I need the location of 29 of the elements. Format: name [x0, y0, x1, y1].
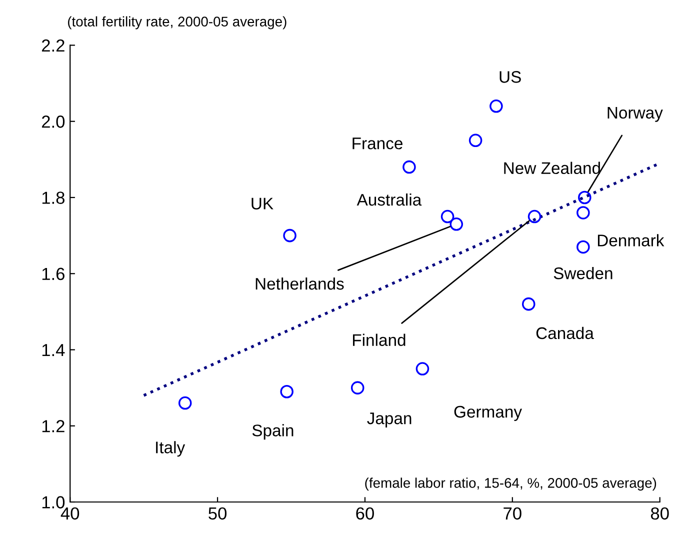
annotation: Norway — [608, 107, 663, 122]
y-tick-label: 1.2 — [42, 420, 64, 432]
y-tick-label: 2.0 — [42, 116, 65, 128]
annotation: Canada — [536, 326, 594, 340]
y-tick-label: 2.2 — [42, 39, 64, 52]
x-tick-label: 60 — [356, 507, 374, 520]
x-tick-label: 50 — [208, 507, 227, 520]
annotation: Australia — [356, 193, 422, 206]
annotation: Netherlands — [256, 277, 344, 290]
annotation: Denmark — [598, 234, 664, 246]
annotation: New Zealand — [504, 162, 600, 174]
x-tick-label: 70 — [504, 507, 522, 520]
annotation: Spain — [252, 424, 294, 440]
annotation: Japan — [367, 412, 412, 428]
annotation: France — [352, 138, 402, 150]
annotation: Sweden — [554, 266, 612, 280]
y-tick-label: 1.6 — [42, 268, 64, 280]
annotation: Finland — [353, 334, 406, 346]
y-tick-label: 1.0 — [42, 496, 65, 508]
annotation: Italy — [156, 441, 186, 457]
y-axis-title: (total fertility rate, 2000-05 average) — [68, 16, 286, 30]
x-axis-title: (female labor ratio, 15-64, %, 2000-05 average) — [365, 478, 656, 491]
annotation: UK — [252, 198, 274, 210]
annotation: US — [500, 71, 521, 83]
y-tick-label: 1.8 — [42, 192, 64, 204]
x-tick-label: 40 — [60, 507, 80, 520]
y-tick-label: 1.4 — [42, 344, 65, 356]
annotation: Germany — [454, 406, 522, 421]
x-tick-label: 80 — [650, 507, 669, 520]
